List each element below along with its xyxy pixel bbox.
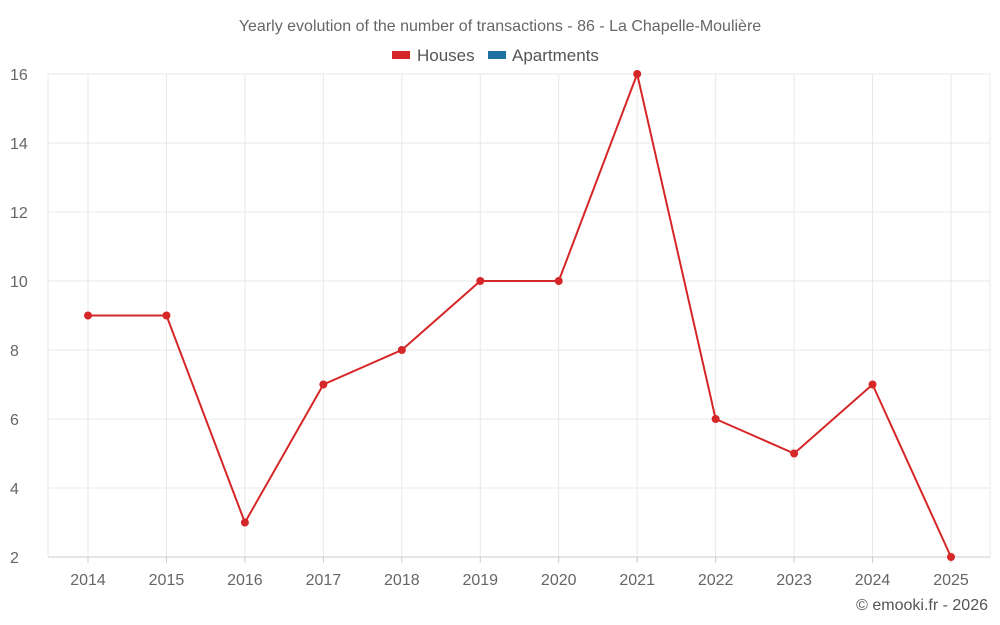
legend-label-houses: Houses (417, 46, 475, 65)
data-point-houses[interactable] (947, 553, 955, 561)
x-tick-label: 2019 (462, 572, 498, 589)
x-tick-label: 2024 (855, 572, 891, 589)
data-point-houses[interactable] (162, 311, 171, 320)
x-tick-label: 2020 (541, 572, 577, 589)
legend-label-apartments: Apartments (512, 46, 599, 65)
data-point-houses[interactable] (868, 380, 877, 389)
y-tick-label: 16 (10, 67, 28, 84)
data-point-houses[interactable] (711, 415, 720, 423)
grid (48, 73, 990, 557)
legend-swatch-apartments (488, 51, 506, 59)
legend-item-houses[interactable]: Houses (392, 46, 475, 65)
data-point-houses[interactable] (240, 518, 249, 527)
data-point-houses[interactable] (84, 311, 92, 320)
y-tick-label: 10 (10, 274, 28, 291)
data-point-houses[interactable] (476, 277, 485, 285)
series-houses (84, 70, 955, 561)
data-point-houses[interactable] (319, 380, 328, 389)
legend-swatch-houses (392, 51, 410, 59)
data-point-houses[interactable] (397, 346, 406, 354)
y-tick-label: 12 (10, 205, 28, 222)
y-tick-label: 6 (10, 412, 19, 429)
legend-item-apartments[interactable]: Apartments (488, 46, 599, 65)
x-tick-label: 2022 (698, 572, 734, 589)
y-tick-label: 2 (10, 550, 19, 567)
x-tick-label: 2015 (149, 572, 185, 589)
axes: 2 4 6 8 10 12 14 16 2014 2015 2016 2017 2018 2019 2020… (10, 67, 991, 589)
y-tick-label: 8 (10, 343, 19, 360)
x-tick-label: 2025 (933, 572, 969, 589)
x-tick-label: 2018 (384, 572, 420, 589)
x-tick-label: 2016 (227, 572, 263, 589)
y-tick-label: 14 (10, 136, 28, 153)
y-tick-label: 4 (10, 481, 19, 498)
data-point-houses[interactable] (790, 449, 799, 458)
x-tick-label: 2021 (619, 572, 655, 589)
x-tick-label: 2017 (306, 572, 342, 589)
x-tick-label: 2023 (776, 572, 812, 589)
x-tick-label: 2014 (70, 572, 106, 589)
chart-title: Yearly evolution of the number of transa… (239, 18, 761, 35)
credit-text: © emooki.fr - 2026 (856, 597, 988, 614)
data-point-houses[interactable] (554, 277, 563, 285)
series-line-houses (88, 73, 952, 558)
data-point-houses[interactable] (633, 70, 642, 78)
legend: Houses Apartments (392, 46, 599, 65)
